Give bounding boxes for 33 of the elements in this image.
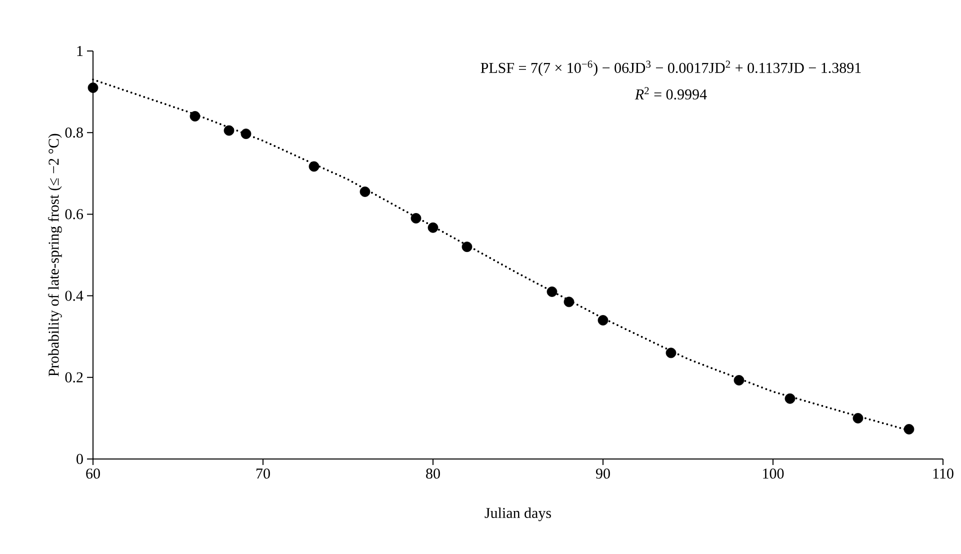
point — [410, 213, 422, 224]
point — [564, 296, 574, 308]
annotation: R$^{2}$ = 0.9994 — [634, 87, 707, 100]
y-axis-title: Probability of late-spring frost (≤ −2 °C) — [48, 134, 62, 376]
point — [784, 393, 796, 404]
x-tick-label: 90 — [596, 468, 610, 479]
point — [360, 186, 370, 197]
y-tick-label: 1 — [77, 46, 83, 56]
x-tick-label: 100 — [763, 468, 784, 479]
y-tick-label: 0.8 — [65, 128, 83, 138]
x-tick-label: 60 — [86, 468, 100, 479]
point — [852, 412, 864, 424]
annotation: PLSF = 7(7 × 10$^{−6}$) − 06JD$^{3}$ − 0.0017JD$^{2}$ + 0.1137JD − 1.3891 — [480, 60, 861, 76]
point — [462, 242, 472, 252]
point — [88, 82, 98, 93]
y-tick-label: 0.6 — [65, 209, 84, 220]
point — [240, 128, 252, 140]
point — [428, 222, 438, 233]
x-axis-title: Julian days — [484, 508, 551, 522]
point — [224, 125, 234, 136]
point — [308, 161, 320, 172]
point — [546, 286, 558, 297]
point — [734, 375, 744, 386]
point — [598, 315, 608, 326]
point — [666, 348, 676, 358]
y-tick-label: 0.4 — [65, 290, 84, 301]
point — [190, 111, 200, 122]
y-tick-label: 0 — [76, 454, 83, 464]
y-tick-label: 0.2 — [65, 372, 83, 382]
x-tick-label: 70 — [256, 468, 270, 479]
point — [904, 424, 914, 434]
x-tick-label: 80 — [426, 468, 440, 479]
x-tick-label: 110 — [933, 468, 954, 479]
